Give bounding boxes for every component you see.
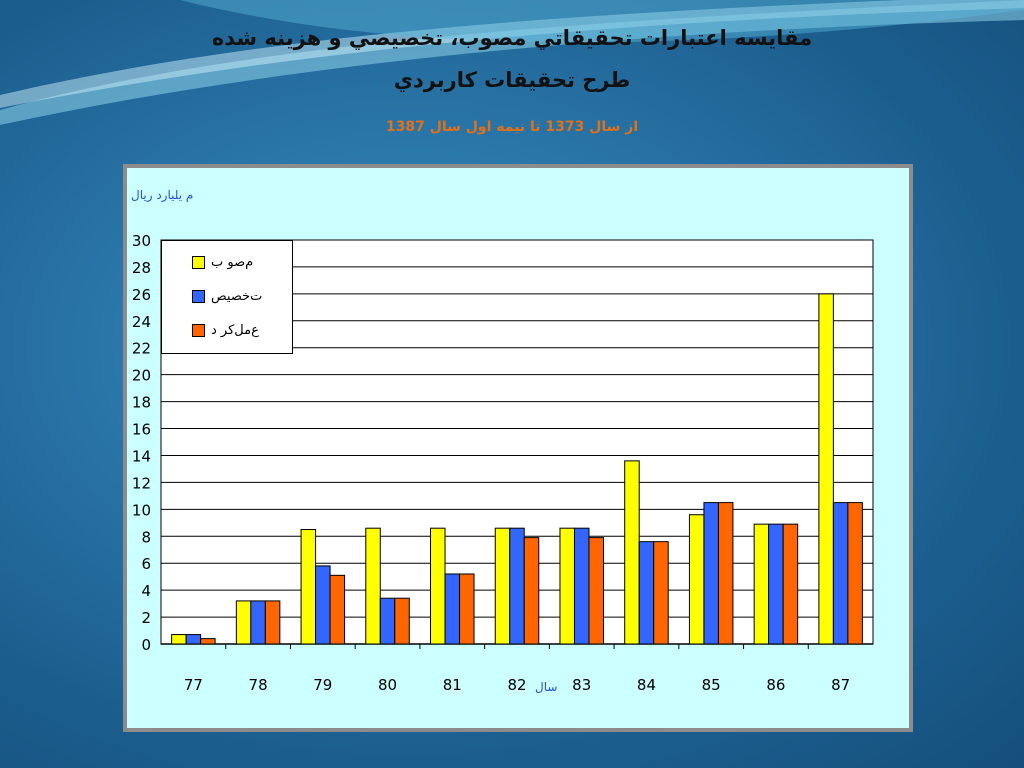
- unit-label: م یلیارد ریال: [131, 188, 194, 202]
- legend-swatch-allocated: [192, 289, 205, 303]
- bar: [509, 527, 525, 645]
- legend-item-spent: ع‌مل‌کر د: [192, 322, 259, 338]
- y-tick-label: 4: [141, 582, 151, 600]
- bar: [818, 293, 834, 645]
- bar: [171, 634, 187, 645]
- y-tick-label: 30: [132, 232, 151, 250]
- bar: [459, 573, 475, 645]
- y-tick-label: 16: [132, 421, 151, 439]
- x-tick-label: 83: [572, 676, 591, 694]
- bar: [559, 527, 575, 645]
- legend-item-allocated: ت‌خصیص: [192, 288, 262, 304]
- bar: [394, 597, 410, 645]
- x-tick-label: 81: [443, 676, 462, 694]
- bar: [782, 523, 799, 645]
- bar: [264, 600, 281, 645]
- legend-swatch-approved: [192, 255, 205, 269]
- legend-label-allocated: ت‌خصیص: [211, 288, 263, 304]
- bar: [329, 574, 346, 645]
- slide-title-line2: طرح تحقيقات كاربردي: [393, 68, 631, 92]
- y-tick-label: 24: [132, 313, 151, 331]
- y-tick-label: 18: [132, 394, 151, 412]
- bar: [653, 541, 669, 645]
- bar: [832, 502, 849, 645]
- x-tick-label: 78: [249, 676, 268, 694]
- bar: [200, 638, 216, 645]
- bar: [315, 565, 331, 645]
- legend-label-approved: م‌صو ب: [211, 254, 254, 270]
- y-tick-label: 12: [132, 474, 151, 492]
- x-axis-title: سال: [535, 680, 558, 694]
- x-tick-label: 82: [507, 676, 526, 694]
- x-tick-label: 86: [766, 676, 785, 694]
- bar: [430, 527, 446, 645]
- y-tick-label: 22: [132, 340, 151, 358]
- legend-label-spent: ع‌مل‌کر د: [211, 322, 259, 338]
- bar: [717, 502, 734, 645]
- bar: [494, 527, 511, 645]
- x-tick-label: 80: [378, 676, 397, 694]
- bar: [300, 529, 317, 645]
- bar: [768, 523, 784, 645]
- y-tick-label: 20: [132, 367, 151, 385]
- bar: [753, 523, 770, 645]
- x-tick-label: 85: [702, 676, 721, 694]
- chart-legend: م‌صو ب ت‌خصیص ع‌مل‌کر د: [161, 240, 293, 354]
- bar: [688, 514, 705, 645]
- y-tick-label: 2: [141, 609, 151, 627]
- y-tick-label: 26: [132, 286, 151, 304]
- bar: [703, 502, 719, 645]
- bar: [444, 573, 461, 645]
- bar: [573, 527, 590, 645]
- bar: [250, 600, 266, 645]
- bar: [365, 527, 381, 645]
- chart-frame: م یلیارد ریال 0 2 4 6 8 10 12 14 16 18 20 22 24 26 28 3…: [123, 164, 913, 732]
- bar: [847, 502, 863, 645]
- bar: [523, 537, 540, 645]
- x-tick-label: 87: [831, 676, 850, 694]
- chart-area: م یلیارد ریال 0 2 4 6 8 10 12 14 16 18 20 22 24 26 28 3…: [127, 168, 909, 728]
- bar: [235, 600, 252, 645]
- y-tick-label: 0: [141, 636, 151, 654]
- bar: [379, 597, 396, 645]
- y-tick-label: 28: [132, 259, 151, 277]
- bar: [588, 537, 604, 645]
- bar: [638, 541, 655, 645]
- y-tick-label: 8: [141, 528, 151, 546]
- legend-swatch-spent: [192, 323, 205, 337]
- bar: [185, 634, 202, 645]
- slide-title-line1: مقايسه اعتبارات تحقيقاتي مصوب، تخصيصي و …: [211, 26, 813, 50]
- bar: [624, 460, 640, 645]
- legend-item-approved: م‌صو ب: [192, 254, 253, 270]
- y-tick-label: 10: [132, 501, 151, 519]
- x-tick-label: 77: [184, 676, 203, 694]
- x-tick-label: 79: [313, 676, 332, 694]
- slide-subtitle: از سال 1373 تا نيمه اول سال 1387: [385, 119, 639, 135]
- x-tick-label: 84: [637, 676, 656, 694]
- y-tick-label: 14: [132, 447, 151, 465]
- header-swoosh: [0, 0, 1024, 125]
- y-tick-label: 6: [141, 555, 151, 573]
